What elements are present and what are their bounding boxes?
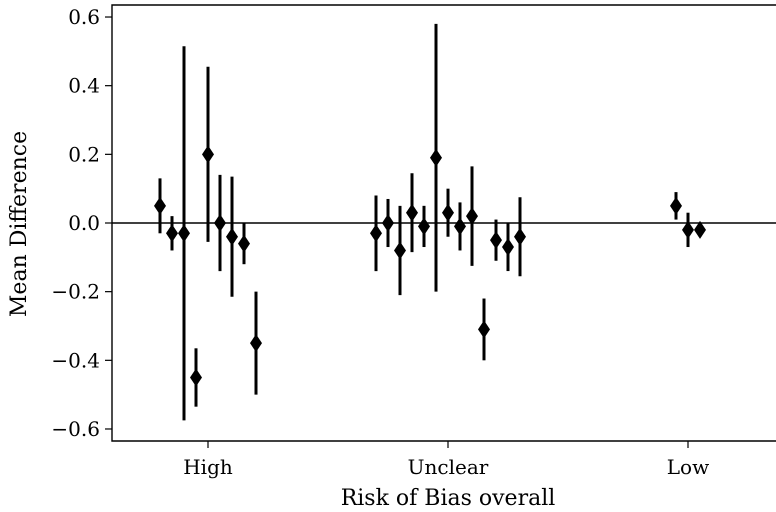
diamond-marker <box>502 238 514 257</box>
data-point <box>370 195 382 272</box>
diamond-marker <box>190 368 202 387</box>
data-point <box>406 173 418 253</box>
data-point <box>478 298 490 361</box>
diamond-marker <box>214 214 226 232</box>
data-point <box>166 216 178 251</box>
data-point <box>178 46 190 421</box>
diamond-marker <box>514 227 526 246</box>
y-tick-label: −0.2 <box>51 280 100 304</box>
data-point <box>502 223 514 272</box>
diamond-marker <box>418 217 430 236</box>
data-point <box>382 198 394 248</box>
diamond-marker <box>466 207 478 226</box>
diamond-marker <box>202 145 214 164</box>
diamond-marker <box>454 217 466 236</box>
diamond-marker <box>430 148 442 167</box>
diamond-marker <box>166 224 178 243</box>
y-tick-label: 0.4 <box>68 74 100 98</box>
data-point <box>682 212 694 248</box>
data-point <box>514 197 526 277</box>
y-tick-label: 0.0 <box>68 211 100 235</box>
diamond-marker <box>490 231 502 250</box>
data-point <box>250 291 262 395</box>
data-point <box>430 23 442 292</box>
diamond-marker <box>670 196 682 215</box>
x-tick-label: Low <box>667 455 709 479</box>
diamond-marker <box>442 203 454 222</box>
data-point <box>670 192 682 220</box>
data-point <box>238 223 250 265</box>
y-tick-label: −0.4 <box>51 348 100 372</box>
diamond-marker <box>682 220 694 239</box>
data-point <box>190 348 202 407</box>
diamond-marker <box>154 196 166 215</box>
data-point <box>154 178 166 234</box>
x-tick-label: High <box>183 455 233 479</box>
data-point <box>694 220 706 239</box>
y-tick-label: 0.6 <box>68 5 100 29</box>
diamond-marker <box>178 224 190 243</box>
y-axis-ticks: 0.6 0.4 0.2 0.0 −0.2 −0.4 −0.6 <box>51 5 112 441</box>
data-point <box>214 174 226 272</box>
data-point <box>418 205 430 248</box>
diamond-marker <box>250 334 262 353</box>
data-points <box>154 23 706 421</box>
x-axis-label: Risk of Bias overall <box>341 486 556 511</box>
data-point <box>490 219 502 261</box>
data-point <box>202 66 214 242</box>
diamond-marker <box>478 320 490 339</box>
y-tick-label: −0.6 <box>51 417 100 441</box>
data-point <box>226 176 238 297</box>
y-tick-label: 0.2 <box>68 142 100 166</box>
diamond-marker <box>394 241 406 260</box>
data-point <box>442 188 454 237</box>
data-point <box>394 205 406 296</box>
x-axis-ticks: High Unclear Low <box>183 441 709 479</box>
plot-frame <box>111 4 776 442</box>
diamond-marker <box>382 214 394 232</box>
data-point <box>466 166 478 266</box>
data-point <box>454 202 466 251</box>
diamond-marker <box>406 203 418 222</box>
diamond-marker <box>694 220 706 239</box>
diamond-marker <box>238 234 250 253</box>
diamond-marker <box>226 227 238 246</box>
x-tick-label: Unclear <box>408 455 489 479</box>
y-axis-label: Mean Difference <box>7 131 32 317</box>
diamond-marker <box>370 224 382 243</box>
